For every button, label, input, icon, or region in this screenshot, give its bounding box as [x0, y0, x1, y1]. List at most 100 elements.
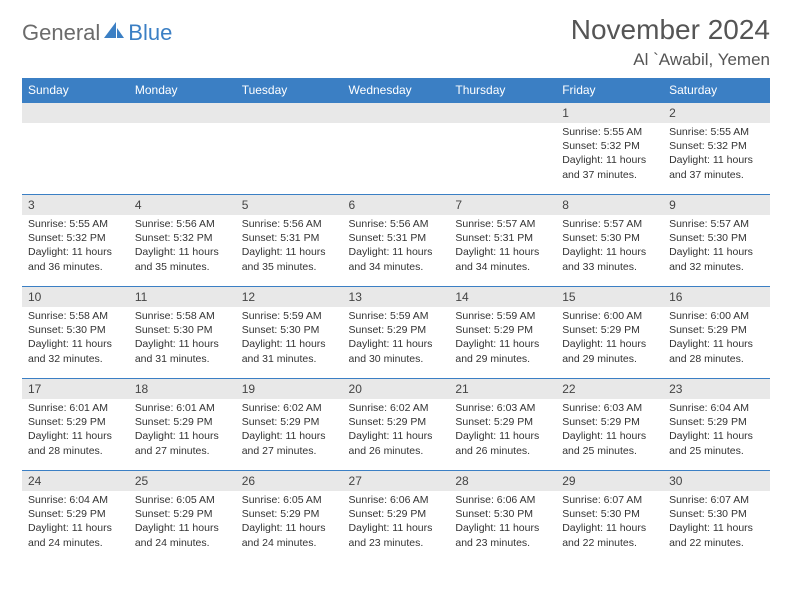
sunrise-line: Sunrise: 6:07 AM — [669, 493, 764, 507]
day-details: Sunrise: 6:02 AMSunset: 5:29 PMDaylight:… — [343, 399, 450, 462]
calendar-cell: 16Sunrise: 6:00 AMSunset: 5:29 PMDayligh… — [663, 287, 770, 379]
calendar-row: 24Sunrise: 6:04 AMSunset: 5:29 PMDayligh… — [22, 471, 770, 563]
calendar-cell: 23Sunrise: 6:04 AMSunset: 5:29 PMDayligh… — [663, 379, 770, 471]
sunrise-line: Sunrise: 5:57 AM — [455, 217, 550, 231]
day-number: 2 — [663, 103, 770, 123]
sunset-line: Sunset: 5:29 PM — [242, 507, 337, 521]
day-details: Sunrise: 6:06 AMSunset: 5:29 PMDaylight:… — [343, 491, 450, 554]
day-details: Sunrise: 6:06 AMSunset: 5:30 PMDaylight:… — [449, 491, 556, 554]
day-number: 27 — [343, 471, 450, 491]
day-details: Sunrise: 6:02 AMSunset: 5:29 PMDaylight:… — [236, 399, 343, 462]
calendar-page: General Blue November 2024 Al `Awabil, Y… — [0, 0, 792, 563]
calendar-cell — [449, 103, 556, 195]
day-number: 10 — [22, 287, 129, 307]
sunset-line: Sunset: 5:30 PM — [135, 323, 230, 337]
daylight-line: Daylight: 11 hours and 31 minutes. — [242, 337, 337, 365]
day-details: Sunrise: 5:59 AMSunset: 5:29 PMDaylight:… — [343, 307, 450, 370]
calendar-cell — [22, 103, 129, 195]
day-details: Sunrise: 5:58 AMSunset: 5:30 PMDaylight:… — [22, 307, 129, 370]
daylight-line: Daylight: 11 hours and 25 minutes. — [562, 429, 657, 457]
weekday-header: Thursday — [449, 78, 556, 103]
sunset-line: Sunset: 5:29 PM — [455, 323, 550, 337]
calendar-row: 1Sunrise: 5:55 AMSunset: 5:32 PMDaylight… — [22, 103, 770, 195]
day-number: 25 — [129, 471, 236, 491]
sail-icon — [103, 21, 125, 46]
sunset-line: Sunset: 5:30 PM — [28, 323, 123, 337]
sunset-line: Sunset: 5:30 PM — [669, 507, 764, 521]
daylight-line: Daylight: 11 hours and 33 minutes. — [562, 245, 657, 273]
header: General Blue November 2024 Al `Awabil, Y… — [22, 14, 770, 70]
daylight-line: Daylight: 11 hours and 29 minutes. — [562, 337, 657, 365]
calendar-cell: 7Sunrise: 5:57 AMSunset: 5:31 PMDaylight… — [449, 195, 556, 287]
sunset-line: Sunset: 5:30 PM — [669, 231, 764, 245]
sunrise-line: Sunrise: 5:56 AM — [242, 217, 337, 231]
calendar-cell: 2Sunrise: 5:55 AMSunset: 5:32 PMDaylight… — [663, 103, 770, 195]
calendar-cell: 26Sunrise: 6:05 AMSunset: 5:29 PMDayligh… — [236, 471, 343, 563]
weekday-header: Monday — [129, 78, 236, 103]
day-details: Sunrise: 5:59 AMSunset: 5:30 PMDaylight:… — [236, 307, 343, 370]
day-details: Sunrise: 6:07 AMSunset: 5:30 PMDaylight:… — [556, 491, 663, 554]
daylight-line: Daylight: 11 hours and 31 minutes. — [135, 337, 230, 365]
sunrise-line: Sunrise: 6:02 AM — [349, 401, 444, 415]
day-details: Sunrise: 5:59 AMSunset: 5:29 PMDaylight:… — [449, 307, 556, 370]
day-details: Sunrise: 6:01 AMSunset: 5:29 PMDaylight:… — [22, 399, 129, 462]
daylight-line: Daylight: 11 hours and 32 minutes. — [28, 337, 123, 365]
day-number: 15 — [556, 287, 663, 307]
daylight-line: Daylight: 11 hours and 23 minutes. — [455, 521, 550, 549]
sunset-line: Sunset: 5:29 PM — [562, 323, 657, 337]
calendar-row: 17Sunrise: 6:01 AMSunset: 5:29 PMDayligh… — [22, 379, 770, 471]
day-number: 16 — [663, 287, 770, 307]
weekday-header: Sunday — [22, 78, 129, 103]
sunrise-line: Sunrise: 6:05 AM — [135, 493, 230, 507]
sunrise-line: Sunrise: 6:01 AM — [28, 401, 123, 415]
day-number: 14 — [449, 287, 556, 307]
day-number: 11 — [129, 287, 236, 307]
sunrise-line: Sunrise: 6:07 AM — [562, 493, 657, 507]
calendar-cell: 21Sunrise: 6:03 AMSunset: 5:29 PMDayligh… — [449, 379, 556, 471]
day-number: 28 — [449, 471, 556, 491]
daylight-line: Daylight: 11 hours and 22 minutes. — [562, 521, 657, 549]
day-details: Sunrise: 6:05 AMSunset: 5:29 PMDaylight:… — [129, 491, 236, 554]
sunrise-line: Sunrise: 6:03 AM — [562, 401, 657, 415]
sunrise-line: Sunrise: 6:04 AM — [28, 493, 123, 507]
day-number: 1 — [556, 103, 663, 123]
day-number: 4 — [129, 195, 236, 215]
day-details: Sunrise: 5:56 AMSunset: 5:32 PMDaylight:… — [129, 215, 236, 278]
day-details: Sunrise: 6:00 AMSunset: 5:29 PMDaylight:… — [556, 307, 663, 370]
day-details: Sunrise: 5:57 AMSunset: 5:30 PMDaylight:… — [556, 215, 663, 278]
sunset-line: Sunset: 5:32 PM — [562, 139, 657, 153]
calendar-cell: 6Sunrise: 5:56 AMSunset: 5:31 PMDaylight… — [343, 195, 450, 287]
calendar-cell: 3Sunrise: 5:55 AMSunset: 5:32 PMDaylight… — [22, 195, 129, 287]
calendar-cell — [129, 103, 236, 195]
sunset-line: Sunset: 5:32 PM — [669, 139, 764, 153]
calendar-cell: 22Sunrise: 6:03 AMSunset: 5:29 PMDayligh… — [556, 379, 663, 471]
sunset-line: Sunset: 5:29 PM — [349, 415, 444, 429]
sunrise-line: Sunrise: 6:01 AM — [135, 401, 230, 415]
day-number: 6 — [343, 195, 450, 215]
calendar-cell: 8Sunrise: 5:57 AMSunset: 5:30 PMDaylight… — [556, 195, 663, 287]
calendar-body: 1Sunrise: 5:55 AMSunset: 5:32 PMDaylight… — [22, 103, 770, 563]
calendar-cell: 30Sunrise: 6:07 AMSunset: 5:30 PMDayligh… — [663, 471, 770, 563]
sunset-line: Sunset: 5:29 PM — [28, 507, 123, 521]
calendar-cell: 13Sunrise: 5:59 AMSunset: 5:29 PMDayligh… — [343, 287, 450, 379]
day-number: 7 — [449, 195, 556, 215]
day-details: Sunrise: 5:58 AMSunset: 5:30 PMDaylight:… — [129, 307, 236, 370]
daylight-line: Daylight: 11 hours and 29 minutes. — [455, 337, 550, 365]
sunrise-line: Sunrise: 5:56 AM — [135, 217, 230, 231]
sunset-line: Sunset: 5:32 PM — [135, 231, 230, 245]
daylight-line: Daylight: 11 hours and 24 minutes. — [135, 521, 230, 549]
day-number: 5 — [236, 195, 343, 215]
sunrise-line: Sunrise: 5:57 AM — [562, 217, 657, 231]
calendar-cell: 17Sunrise: 6:01 AMSunset: 5:29 PMDayligh… — [22, 379, 129, 471]
daylight-line: Daylight: 11 hours and 23 minutes. — [349, 521, 444, 549]
day-details: Sunrise: 5:55 AMSunset: 5:32 PMDaylight:… — [556, 123, 663, 186]
day-number: 20 — [343, 379, 450, 399]
calendar-cell: 10Sunrise: 5:58 AMSunset: 5:30 PMDayligh… — [22, 287, 129, 379]
sunset-line: Sunset: 5:30 PM — [242, 323, 337, 337]
daylight-line: Daylight: 11 hours and 27 minutes. — [242, 429, 337, 457]
calendar-cell: 29Sunrise: 6:07 AMSunset: 5:30 PMDayligh… — [556, 471, 663, 563]
page-title: November 2024 — [571, 14, 770, 46]
calendar-cell: 18Sunrise: 6:01 AMSunset: 5:29 PMDayligh… — [129, 379, 236, 471]
day-number: 22 — [556, 379, 663, 399]
day-number: 18 — [129, 379, 236, 399]
